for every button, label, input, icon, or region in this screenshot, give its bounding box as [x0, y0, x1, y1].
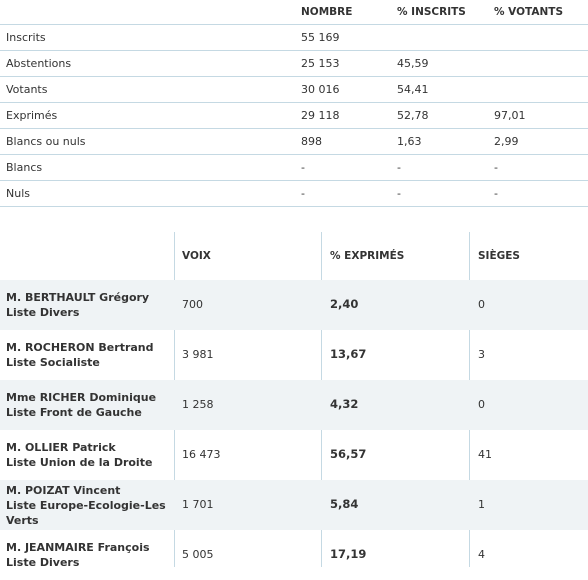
candidate-sieges: 0: [478, 298, 485, 311]
candidate-row: M. ROCHERON Bertrand Liste Socialiste 3 …: [0, 330, 588, 380]
candidate-name: M. OLLIER Patrick: [6, 441, 116, 454]
candidate-row: M. BERTHAULT Grégory Liste Divers 700 2,…: [0, 280, 588, 330]
candidate-name-block: M. POIZAT Vincent Liste Europe-Ecologie-…: [6, 483, 166, 528]
stats-table: NOMBRE % INSCRITS % VOTANTS Inscrits 55 …: [0, 0, 588, 207]
stats-pct-votants: 2,99: [494, 135, 519, 148]
candidate-sieges: 4: [478, 548, 485, 561]
stats-nombre: -: [301, 187, 305, 200]
stats-label: Exprimés: [6, 109, 58, 122]
stats-label: Nuls: [6, 187, 30, 200]
stats-label: Abstentions: [6, 57, 72, 70]
candidate-sieges: 3: [478, 348, 485, 361]
candidate-pct-exprimes: 56,57: [330, 447, 367, 461]
candidate-pct-exprimes: 2,40: [330, 297, 359, 311]
stats-nombre: 29 118: [301, 109, 340, 122]
candidates-table: VOIX % EXPRIMÉS SIÈGES M. BERTHAULT Grég…: [0, 232, 588, 580]
stats-label: Blancs ou nuls: [6, 135, 86, 148]
candidate-sieges: 0: [478, 398, 485, 411]
candidate-voix: 1 701: [182, 498, 214, 511]
candidate-list: Liste Divers: [6, 556, 80, 569]
stats-pct-inscrits: -: [397, 161, 401, 174]
stats-row-blancs: Blancs - - -: [0, 155, 588, 181]
candidate-voix: 1 258: [182, 398, 214, 411]
candidate-pct-exprimes: 5,84: [330, 497, 359, 511]
candidate-sieges: 41: [478, 448, 492, 461]
candidate-list: Liste Divers: [6, 306, 80, 319]
candidates-header-pct-exprimes: % EXPRIMÉS: [330, 250, 405, 262]
stats-header-pct-votants: % VOTANTS: [494, 6, 564, 18]
stats-pct-inscrits: 45,59: [397, 57, 429, 70]
stats-row-exprimes: Exprimés 29 118 52,78 97,01: [0, 103, 588, 129]
stats-row-inscrits: Inscrits 55 169: [0, 25, 588, 51]
stats-nombre: 30 016: [301, 83, 340, 96]
candidates-header-sieges: SIÈGES: [478, 250, 520, 262]
stats-row-blancs-ou-nuls: Blancs ou nuls 898 1,63 2,99: [0, 129, 588, 155]
stats-pct-votants: -: [494, 187, 498, 200]
stats-label: Votants: [6, 83, 48, 96]
stats-pct-votants: -: [494, 161, 498, 174]
stats-pct-votants: 97,01: [494, 109, 526, 122]
stats-row-nuls: Nuls - - -: [0, 181, 588, 207]
candidate-row: M. POIZAT Vincent Liste Europe-Ecologie-…: [0, 480, 588, 530]
candidate-name: M. BERTHAULT Grégory: [6, 291, 150, 304]
candidate-name-block: Mme RICHER Dominique Liste Front de Gauc…: [6, 390, 166, 420]
stats-label: Blancs: [6, 161, 43, 174]
stats-header-row: NOMBRE % INSCRITS % VOTANTS: [0, 0, 588, 25]
candidate-row: M. OLLIER Patrick Liste Union de la Droi…: [0, 430, 588, 480]
candidate-voix: 3 981: [182, 348, 214, 361]
candidate-sieges: 1: [478, 498, 485, 511]
stats-pct-inscrits: 54,41: [397, 83, 429, 96]
stats-header-pct-inscrits: % INSCRITS: [397, 6, 466, 18]
candidate-list: Liste Front de Gauche: [6, 406, 142, 419]
candidate-pct-exprimes: 17,19: [330, 547, 367, 561]
candidate-row: M. JEANMAIRE François Liste Divers 5 005…: [0, 530, 588, 580]
stats-nombre: 55 169: [301, 31, 340, 44]
candidate-name-block: M. OLLIER Patrick Liste Union de la Droi…: [6, 440, 166, 470]
stats-header-nombre: NOMBRE: [301, 6, 353, 18]
candidate-voix: 5 005: [182, 548, 214, 561]
stats-nombre: -: [301, 161, 305, 174]
candidates-header-row: VOIX % EXPRIMÉS SIÈGES: [0, 232, 588, 280]
candidate-list: Liste Socialiste: [6, 356, 100, 369]
candidate-list: Liste Europe-Ecologie-Les Verts: [6, 499, 166, 527]
stats-nombre: 25 153: [301, 57, 340, 70]
candidates-header-voix: VOIX: [182, 250, 211, 262]
stats-pct-inscrits: 1,63: [397, 135, 422, 148]
candidate-name-block: M. JEANMAIRE François Liste Divers: [6, 540, 166, 570]
candidate-voix: 700: [182, 298, 203, 311]
candidate-pct-exprimes: 4,32: [330, 397, 359, 411]
stats-row-votants: Votants 30 016 54,41: [0, 77, 588, 103]
candidate-name-block: M. BERTHAULT Grégory Liste Divers: [6, 290, 166, 320]
candidate-name: Mme RICHER Dominique: [6, 391, 157, 404]
stats-nombre: 898: [301, 135, 322, 148]
stats-pct-inscrits: 52,78: [397, 109, 429, 122]
stats-pct-inscrits: -: [397, 187, 401, 200]
candidate-name: M. POIZAT Vincent: [6, 484, 121, 497]
candidate-list: Liste Union de la Droite: [6, 456, 153, 469]
candidate-row: Mme RICHER Dominique Liste Front de Gauc…: [0, 380, 588, 430]
candidate-name-block: M. ROCHERON Bertrand Liste Socialiste: [6, 340, 166, 370]
candidate-voix: 16 473: [182, 448, 221, 461]
stats-label: Inscrits: [6, 31, 46, 44]
stats-row-abstentions: Abstentions 25 153 45,59: [0, 51, 588, 77]
candidate-pct-exprimes: 13,67: [330, 347, 367, 361]
candidate-name: M. JEANMAIRE François: [6, 541, 150, 554]
candidate-name: M. ROCHERON Bertrand: [6, 341, 154, 354]
